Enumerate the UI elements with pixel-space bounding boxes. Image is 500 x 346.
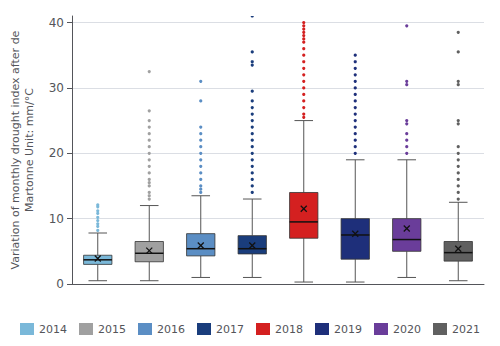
svg-text:Variation of monthly drought i: Variation of monthly drought index after…: [9, 30, 22, 269]
svg-text:Martonne Unit: mm/°C: Martonne Unit: mm/°C: [23, 88, 36, 212]
svg-text:2019: 2019: [334, 323, 362, 336]
svg-text:2020: 2020: [393, 323, 421, 336]
svg-text:10: 10: [49, 212, 64, 226]
svg-text:2016: 2016: [157, 323, 185, 336]
svg-text:2021: 2021: [452, 323, 480, 336]
svg-text:0: 0: [56, 277, 64, 291]
svg-text:40: 40: [49, 16, 64, 30]
svg-text:2017: 2017: [216, 323, 244, 336]
svg-text:2015: 2015: [98, 323, 126, 336]
svg-text:2018: 2018: [275, 323, 303, 336]
svg-text:30: 30: [49, 81, 64, 95]
svg-text:20: 20: [49, 146, 64, 160]
svg-text:2014: 2014: [39, 323, 67, 336]
